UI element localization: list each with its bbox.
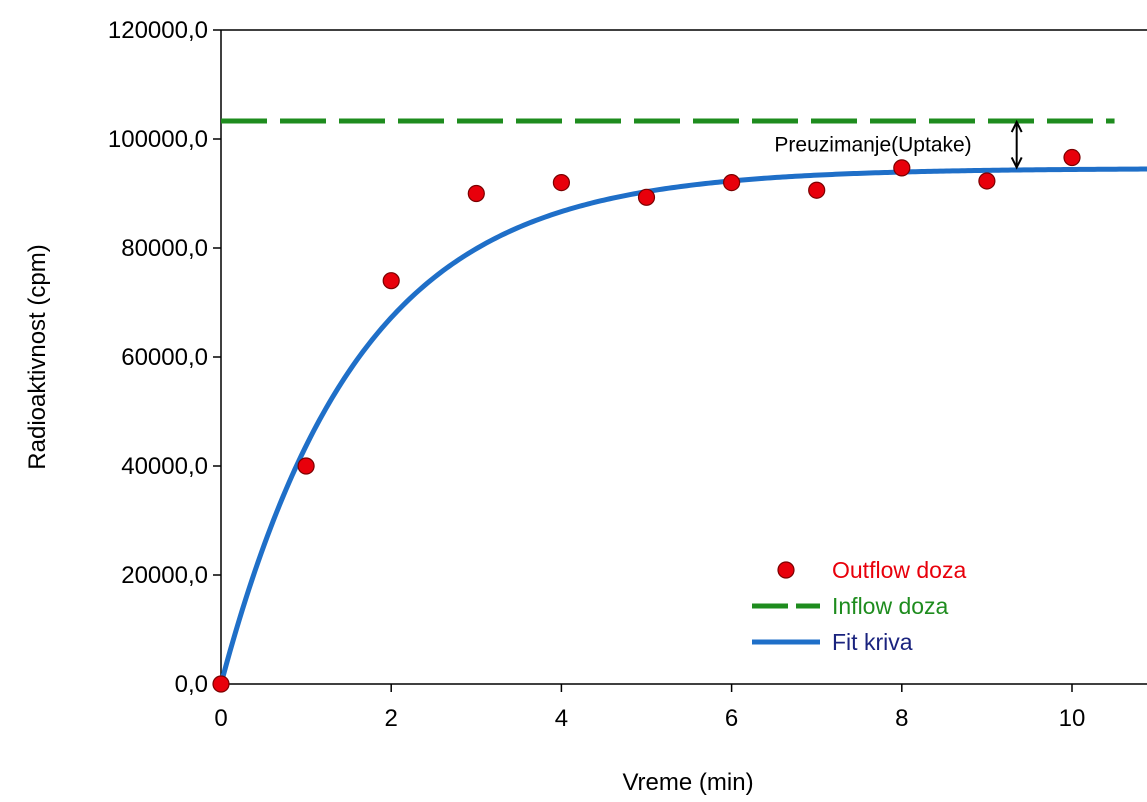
y-tick-label: 60000,0 [121, 344, 208, 371]
outflow-doza-point [1063, 148, 1081, 167]
series-layer [212, 118, 1147, 693]
outflow-doza-point [808, 181, 826, 199]
legend: Outflow doza Inflow doza Fit kriva [752, 557, 966, 655]
outflow-doza-point [382, 272, 400, 290]
y-axis-title: Radioaktivnost (cpm) [24, 244, 51, 469]
outflow-doza-point [637, 188, 656, 206]
y-tick-label: 20000,0 [121, 562, 208, 589]
y-axis-ticks: 0,0 20000,0 40000,0 60000,0 80000,0 100000,0 1… [108, 17, 221, 698]
uptake-annotation-label: Preuzimanje(Uptake) [774, 134, 971, 157]
outflow-doza-point [467, 184, 485, 203]
legend-entry-label: Fit kriva [832, 629, 913, 655]
legend-outflow-marker [777, 561, 795, 579]
outflow-doza-point [297, 457, 315, 475]
y-tick-label: 80000,0 [121, 235, 208, 262]
outflow-doza-point [212, 675, 230, 693]
x-tick-label: 10 [1059, 705, 1086, 732]
x-tick-label: 0 [214, 705, 227, 732]
outflow-doza-point [978, 172, 996, 190]
y-tick-label: 120000,0 [108, 17, 208, 44]
fit-kriva-line [218, 166, 1147, 685]
x-axis-ticks: 0 2 4 6 8 10 [214, 684, 1085, 732]
y-tick-label: 100000,0 [108, 126, 208, 153]
outflow-doza-point [722, 174, 741, 192]
x-axis-title: Vreme (min) [622, 769, 753, 796]
uptake-arrow-head-bottom [1010, 156, 1023, 170]
legend-entry-label: Outflow doza [832, 557, 966, 583]
x-tick-label: 6 [725, 705, 738, 732]
legend-entry-label: Inflow doza [832, 593, 949, 619]
annotation-layer: Preuzimanje(Uptake) [774, 119, 1023, 170]
outflow-doza-point [552, 174, 571, 192]
outflow-doza-point [893, 159, 911, 177]
x-tick-label: 8 [895, 705, 908, 732]
y-tick-label: 0,0 [175, 671, 208, 698]
y-tick-label: 40000,0 [121, 453, 208, 480]
x-tick-label: 4 [555, 705, 568, 732]
uptake-arrow-head-top [1010, 119, 1023, 133]
x-tick-label: 2 [385, 705, 398, 732]
